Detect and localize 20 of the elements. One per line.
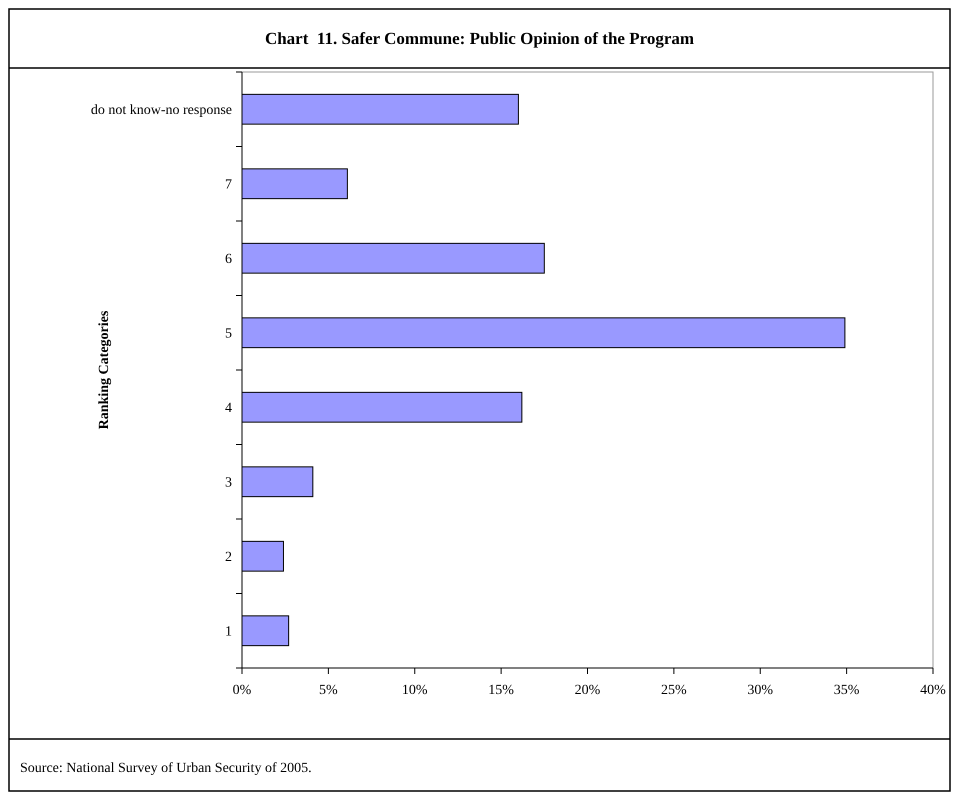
- y-tick-label: 6: [225, 252, 232, 268]
- y-tick-label: 3: [225, 476, 232, 491]
- y-tick-label: 2: [225, 550, 232, 566]
- x-tick-label: 35%: [834, 683, 860, 698]
- x-tick-label: 15%: [488, 683, 514, 698]
- x-tick-label: 40%: [920, 683, 946, 698]
- x-tick-label: 10%: [402, 683, 428, 698]
- x-tick-label: 20%: [574, 683, 601, 698]
- x-tick-label: 25%: [661, 683, 688, 698]
- chart-title: Chart 11. Safer Commune: Public Opinion of the Program: [264, 29, 694, 48]
- x-tick-label: 30%: [747, 683, 774, 698]
- y-axis-title: Ranking Categories: [97, 310, 112, 430]
- y-tick-label: 5: [225, 326, 232, 342]
- x-tick-label: 0%: [232, 683, 252, 698]
- y-tick-label: do not know-no response: [90, 103, 232, 118]
- x-tick-label: 5%: [319, 683, 338, 698]
- y-tick-label: 7: [225, 178, 232, 193]
- source-note: Source: National Survey of Urban Security of 2005.: [20, 761, 312, 776]
- y-tick-label: 1: [225, 624, 232, 640]
- y-tick-label: 4: [225, 401, 232, 416]
